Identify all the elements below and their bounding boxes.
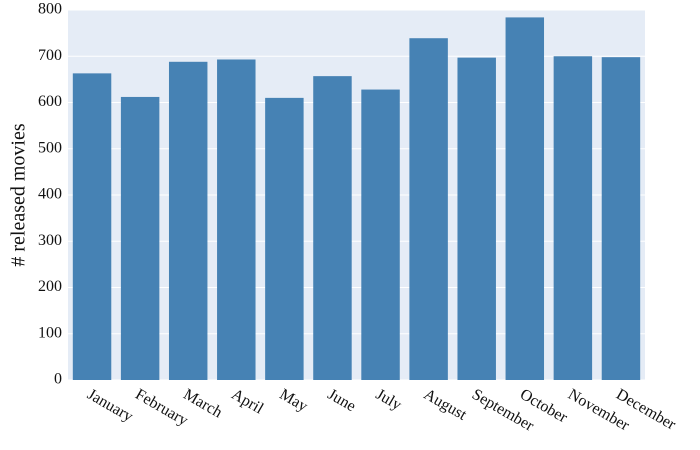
bar <box>72 73 112 381</box>
x-tick-label: April <box>228 386 266 418</box>
bar <box>361 89 400 381</box>
y-tick-label: 600 <box>38 93 62 110</box>
y-axis-label: # released movies <box>8 123 30 266</box>
bar <box>457 57 496 380</box>
y-tick-label: 200 <box>38 278 62 295</box>
y-tick-label: 0 <box>54 371 62 388</box>
bar <box>217 59 256 381</box>
bar <box>313 76 352 380</box>
y-tick-label: 700 <box>38 47 62 64</box>
x-tick-label: February <box>132 386 191 430</box>
x-tick-label: August <box>421 386 470 424</box>
bar <box>409 38 448 381</box>
bar <box>265 97 304 380</box>
y-tick-label: 300 <box>38 232 62 249</box>
y-tick-label: 800 <box>38 1 62 18</box>
x-tick-label: January <box>84 386 136 426</box>
y-tick-label: 100 <box>38 324 62 341</box>
x-tick-label: May <box>277 386 311 415</box>
x-tick-label: June <box>325 386 359 415</box>
y-tick-label: 400 <box>38 186 62 203</box>
bar <box>168 61 208 381</box>
y-tick-label: 500 <box>38 139 62 156</box>
bar <box>553 56 593 380</box>
bar <box>120 96 160 380</box>
x-tick-label: July <box>373 386 405 414</box>
bar <box>601 57 641 381</box>
bar <box>505 17 545 381</box>
